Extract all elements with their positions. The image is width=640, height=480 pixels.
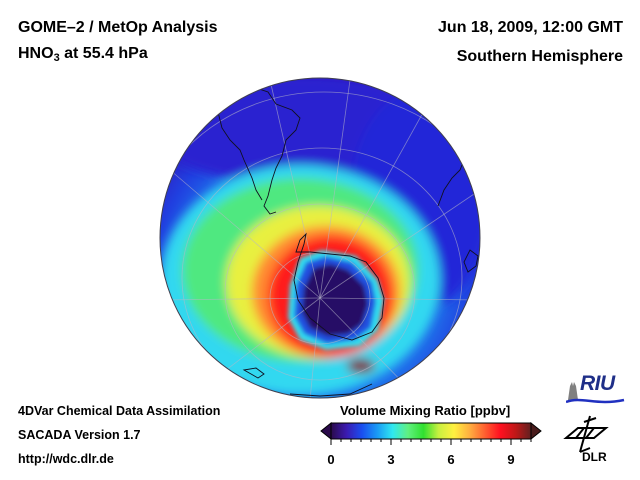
meridian (160, 297, 321, 301)
meridian (319, 189, 480, 299)
footer-line-method: 4DVar Chemical Data Assimilation (18, 404, 221, 418)
colorbar-high-arrow (530, 421, 542, 441)
latitude-circle (224, 203, 416, 381)
region-label: Southern Hemisphere (456, 48, 623, 65)
species-subscript: 3 (53, 52, 60, 64)
riu-emblem-icon (566, 382, 625, 404)
footer-line-url[interactable]: http://wdc.dlr.de (18, 452, 114, 466)
coastline-australia (289, 383, 373, 397)
meridian (319, 297, 480, 301)
dlr-mark-wing (563, 427, 609, 439)
footer-line-version: SACADA Version 1.7 (18, 428, 141, 442)
colorbar-tick-label: 9 (507, 452, 515, 467)
species-level-title: HNO3 at 55.4 hPa (18, 45, 148, 64)
cathedral-icon (568, 382, 578, 400)
colorbar-label: Volume Mixing Ratio [ppbv] (340, 403, 511, 418)
coastline-antarctica (293, 232, 385, 341)
globe-outline (159, 77, 481, 399)
species-name: HNO (18, 45, 54, 62)
river-icon (566, 398, 625, 404)
dlr-logo: DLR (562, 414, 612, 466)
vortex-core (302, 264, 368, 336)
riu-logo: RIU (566, 372, 626, 406)
colorbar-low-arrow (320, 421, 332, 441)
dlr-wordmark: DLR (582, 450, 607, 464)
datetime-label: Jun 18, 2009, 12:00 GMT (438, 19, 623, 36)
riu-wordmark: RIU (580, 372, 615, 395)
field-blob (347, 359, 375, 373)
dlr-mark-struts (575, 427, 595, 439)
colorbar-tick-label: 0 (327, 452, 335, 467)
coastline-south-america (219, 85, 301, 215)
meridian (269, 79, 321, 299)
dlr-mark-line (579, 415, 591, 453)
coastline-madagascar (463, 249, 479, 273)
plot-title: GOME–2 / MetOp Analysis (18, 19, 218, 36)
latitude-circle (181, 147, 463, 398)
colorbar-gradient (330, 422, 532, 440)
graticule (160, 79, 480, 398)
latitude-circle (160, 91, 480, 398)
latitude-circle (269, 251, 371, 345)
meridian (319, 79, 351, 299)
meridian (319, 99, 431, 299)
colorbar-ticks (330, 439, 532, 445)
colorbar-tick-label: 6 (447, 452, 455, 467)
meridian (309, 297, 321, 398)
dlr-mark-top (583, 417, 597, 423)
pressure-level: at 55.4 hPa (59, 45, 148, 62)
dlr-emblem-icon (563, 415, 609, 453)
colorbar-tick-label: 3 (387, 452, 395, 467)
globe-field (160, 78, 480, 398)
coastline-south-america-west (217, 97, 263, 201)
dlr-mark-bottom (579, 447, 591, 453)
coastline-new-zealand (242, 367, 265, 379)
